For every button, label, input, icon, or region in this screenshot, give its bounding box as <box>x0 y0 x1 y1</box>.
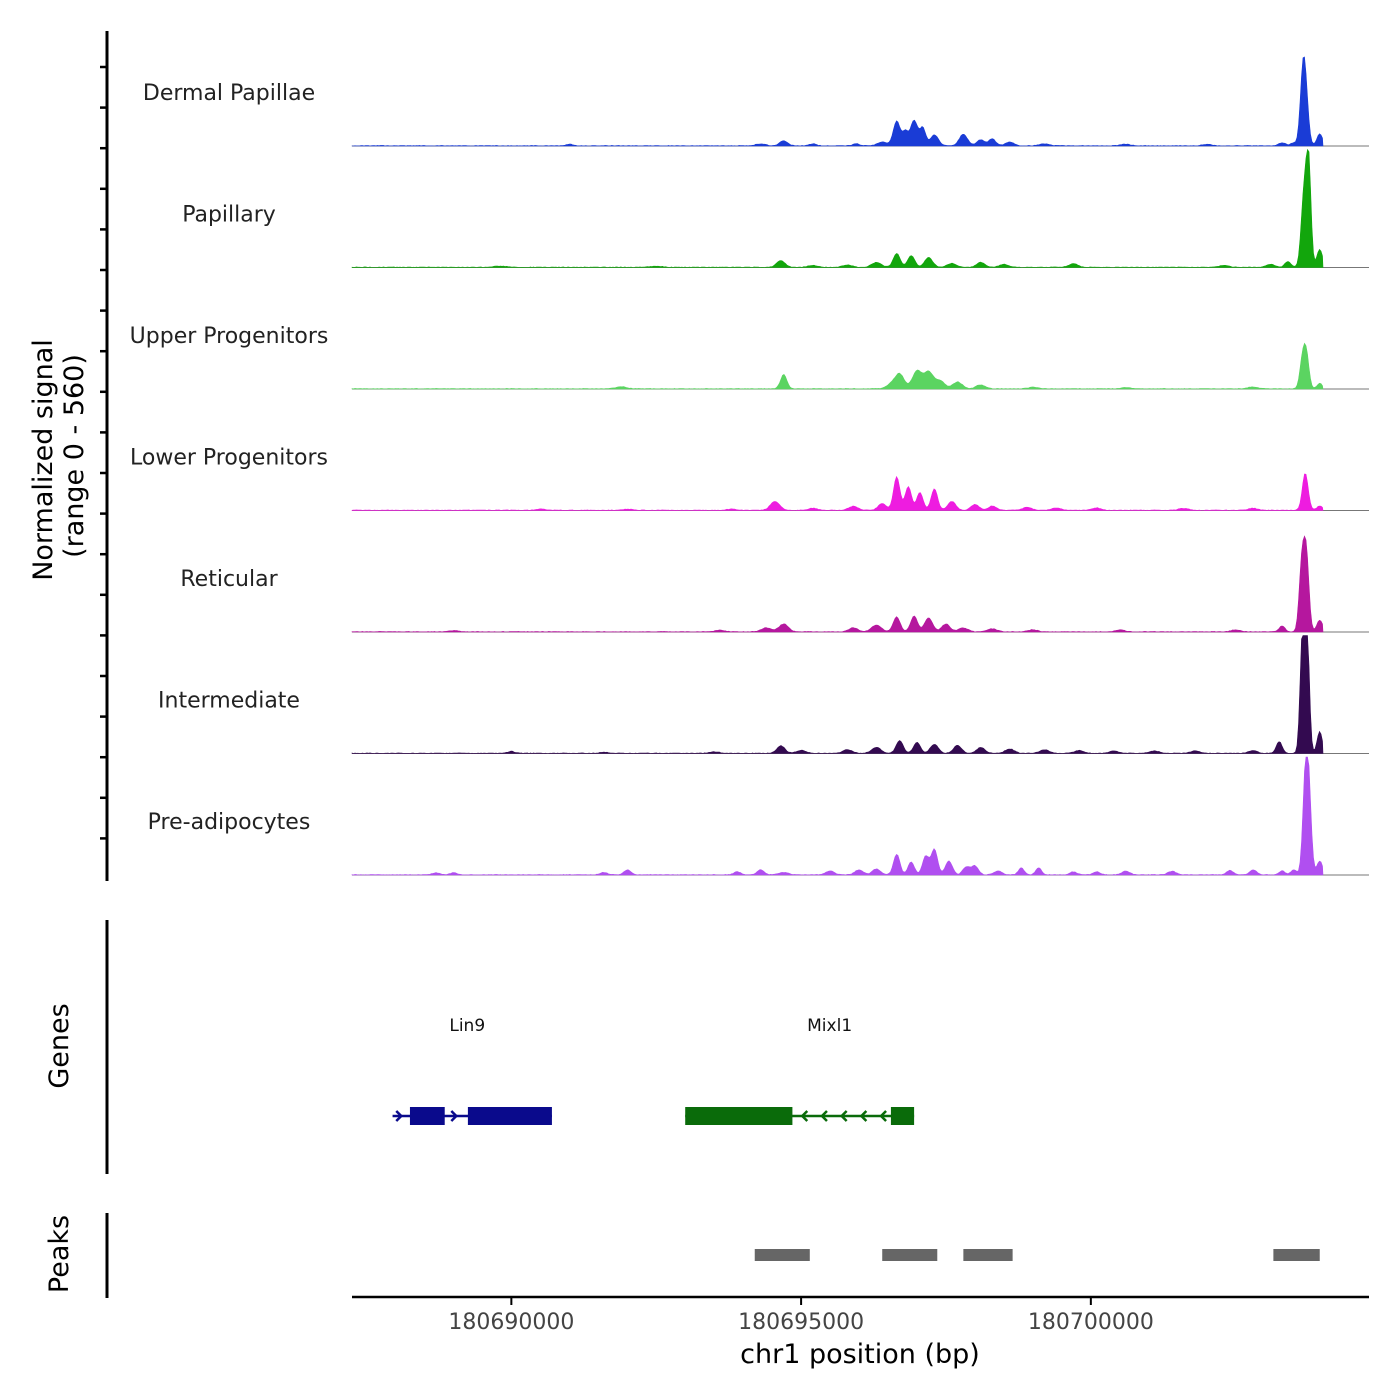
track-label: Dermal Papillae <box>143 81 315 106</box>
coverage-y-ticks <box>100 65 107 840</box>
track-label: Lower Progenitors <box>130 446 328 471</box>
track-label: Pre-adipocytes <box>148 810 311 835</box>
genes-panel-label: Genes <box>44 1003 75 1088</box>
peak-region <box>754 1249 810 1261</box>
coverage-tracks: Dermal Papillae Papillary Upper Progenitor… <box>130 56 1369 876</box>
y-axis-label-line2: (range 0 - 560) <box>59 354 90 558</box>
gene-exon <box>467 1107 552 1125</box>
gene-exon <box>890 1107 915 1125</box>
strand-arrow <box>879 1110 887 1122</box>
x-tick-label: 180700000 <box>1028 1310 1154 1335</box>
x-tick-label: 180690000 <box>448 1310 574 1335</box>
coverage-track: Papillary <box>182 148 1369 268</box>
track-label: Reticular <box>180 567 278 592</box>
x-axis-ticks: 180690000 180695000 180700000 <box>448 1297 1154 1335</box>
coverage-track: Reticular <box>180 535 1369 633</box>
gene-model: Mixl1 <box>685 1016 915 1125</box>
peak-region <box>882 1249 938 1261</box>
coverage-area <box>351 473 1324 511</box>
y-axis-label-line1: Normalized signal <box>28 339 59 581</box>
track-label: Papillary <box>182 203 276 228</box>
gene-model: Lin9 <box>392 1016 552 1125</box>
peak-region <box>1273 1249 1320 1261</box>
strand-arrow <box>820 1110 828 1122</box>
x-axis-label: chr1 position (bp) <box>740 1339 980 1370</box>
strand-arrow <box>859 1110 868 1122</box>
coverage-area <box>351 756 1324 876</box>
coverage-area <box>351 635 1324 754</box>
gene-exon <box>409 1107 445 1125</box>
track-label: Intermediate <box>158 689 300 714</box>
coverage-track: Pre-adipocytes <box>148 756 1369 876</box>
x-tick-label: 180695000 <box>738 1310 864 1335</box>
track-label: Upper Progenitors <box>130 324 329 349</box>
strand-arrow <box>800 1110 809 1122</box>
peak-region <box>963 1249 1013 1261</box>
coverage-area <box>351 342 1324 390</box>
coverage-area <box>351 535 1324 633</box>
gene-label: Mixl1 <box>807 1016 852 1036</box>
strand-arrow <box>450 1110 459 1122</box>
coverage-track: Lower Progenitors <box>130 446 1369 511</box>
gene-exon <box>685 1107 793 1125</box>
strand-arrow <box>395 1110 404 1122</box>
coverage-area <box>351 56 1324 147</box>
peaks-panel-label: Peaks <box>44 1215 75 1293</box>
gene-annotations: Lin9 Mixl1 <box>392 1016 915 1125</box>
coverage-track: Dermal Papillae <box>143 56 1369 147</box>
gene-label: Lin9 <box>449 1016 485 1036</box>
coverage-track: Intermediate <box>158 635 1369 754</box>
coverage-area <box>351 148 1324 268</box>
strand-arrow <box>839 1110 848 1122</box>
peak-regions <box>754 1249 1320 1261</box>
coverage-track: Upper Progenitors <box>130 324 1369 390</box>
